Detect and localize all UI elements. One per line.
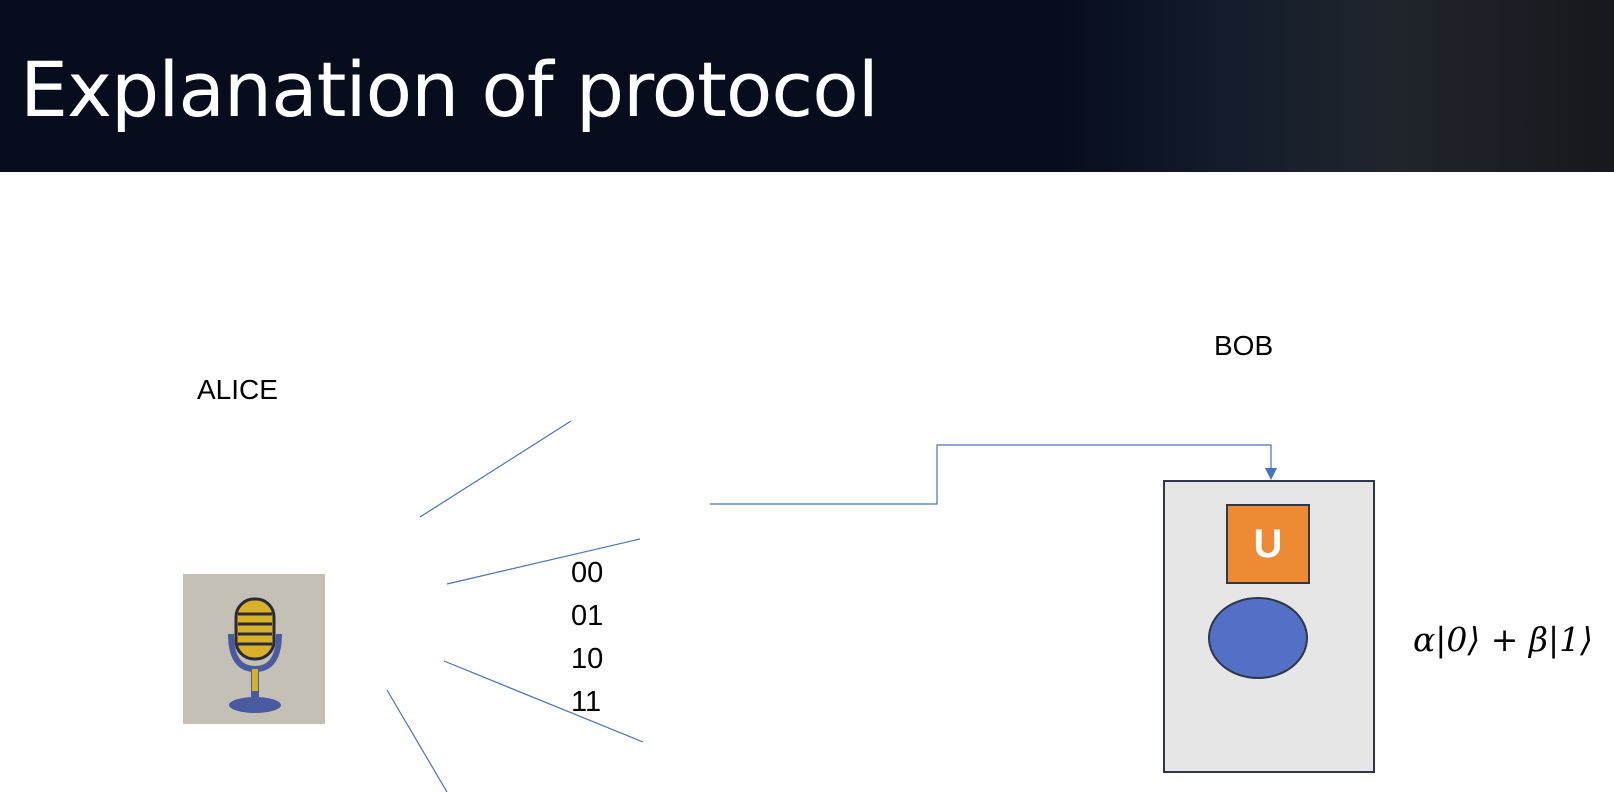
fan-line: [446, 538, 641, 585]
slide-title: Explanation of protocol: [20, 45, 879, 134]
fan-line: [386, 689, 448, 792]
qubit-state-formula: α|0⟩ + β|1⟩: [1413, 620, 1593, 659]
microphone-icon-graphic: [228, 597, 282, 713]
bit-item: 10: [571, 643, 604, 675]
fan-line: [419, 420, 572, 518]
fan-line: [443, 660, 644, 743]
channel-arrow: [710, 444, 1277, 505]
bit-item: 00: [571, 557, 604, 589]
bit-item: 01: [571, 600, 604, 632]
microphone-icon: [183, 574, 325, 724]
alice-label: ALICE: [197, 374, 278, 405]
header-background-image: [1060, 0, 1614, 172]
slide-header: Explanation of protocol: [0, 0, 1614, 172]
bob-label: BOB: [1214, 330, 1274, 361]
bit-item: 11: [571, 686, 602, 718]
qubit-ellipse: [1208, 597, 1308, 679]
unitary-gate: U: [1226, 504, 1310, 584]
bit-list: 00 01 10 11: [571, 552, 603, 724]
